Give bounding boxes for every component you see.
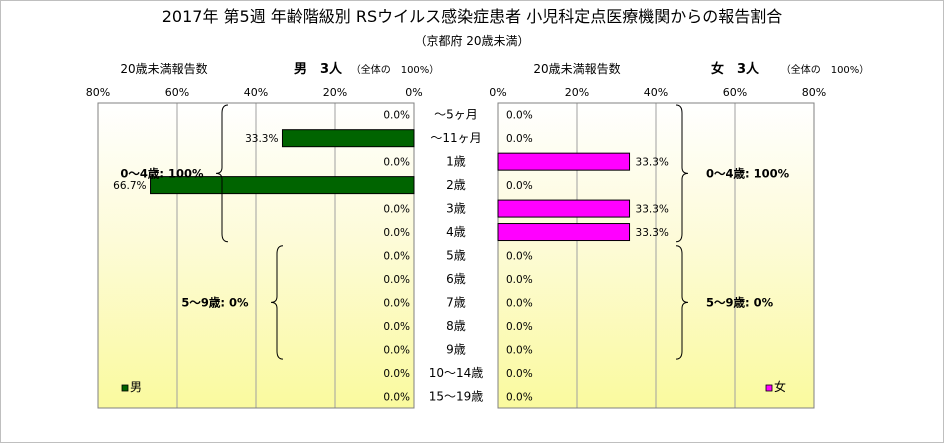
age-category-label: 10～14歳 [429,366,484,380]
left-x-tick-label: 60% [165,86,189,99]
female-plot-area: 0% 20% 40% 60% 80% 0.0% 0.0% 33.3% 0.0% 33.3% 33.3… [489,86,826,409]
right-age-group-bracket [675,245,689,360]
left-x-tick-label: 20% [323,86,347,99]
left-age-group-label: 5～9歳: 0% [181,295,249,309]
male-panel-label: 20歳未満報告数 [120,61,207,76]
right-legend-label: 女 [774,379,786,394]
right-age-group-label: 0～4歳: 100% [706,166,790,180]
age-category-label: 1歳 [446,155,466,169]
right-x-tick-label: 60% [723,86,747,99]
right-bar-value-label: 0.0% [506,344,533,356]
right-bar-value-label: 0.0% [506,274,533,286]
age-category-label: ～11ヶ月 [430,131,481,145]
right-bar [497,199,631,218]
female-panel-header: 20歳未満報告数 女 3人 （全体の 100%） [533,61,869,77]
left-bar-value-label: 0.0% [383,321,410,333]
right-x-tick-label: 40% [644,86,668,99]
chart-title: 2017年 第5週 年齢階級別 RSウイルス感染症患者 小児科定点医療機関からの… [162,7,783,26]
right-bar-value-label: 0.0% [506,391,533,403]
female-count-note: （全体の 100%） [781,63,870,76]
right-bar-value-label: 0.0% [506,251,533,263]
age-category-label: 7歳 [446,295,466,309]
left-age-group-bracket [270,245,284,360]
left-bar-value-label: 0.0% [383,344,410,356]
right-plot-border [497,102,815,409]
left-bar-value-label: 0.0% [383,204,410,216]
left-bar-value-label: 0.0% [383,297,410,309]
age-category-label: 5歳 [446,249,466,263]
left-bar-value-label: 33.3% [245,133,278,145]
female-panel-label: 20歳未満報告数 [533,61,620,76]
right-bar-value-label: 0.0% [506,297,533,309]
right-bar-value-label: 33.3% [636,157,669,169]
left-bar-value-label: 66.7% [113,180,146,192]
right-bar-value-label: 0.0% [506,180,533,192]
left-legend-label: 男 [130,380,142,394]
left-bar-value-label: 0.0% [383,227,410,239]
left-bar-value-label: 0.0% [383,274,410,286]
right-x-tick-label: 0% [489,86,506,99]
male-plot-area: 0% 20% 40% 60% 80% 0.0% 33.3% 0.0% 66.7% 0.0% 0.0%… [86,86,423,409]
age-category-label: 3歳 [446,202,466,216]
left-bar-value-label: 0.0% [383,110,410,122]
left-bar-value-label: 0.0% [383,157,410,169]
left-age-group-label: 0～4歳: 100% [120,166,204,180]
right-legend-swatch [765,384,773,392]
right-bar-value-label: 0.0% [506,133,533,145]
right-x-tick-label: 80% [802,86,826,99]
left-x-tick-label: 0% [405,86,422,99]
left-bar-value-label: 0.0% [383,251,410,263]
age-category-label: 15～19歳 [429,389,484,403]
chart-subtitle: （京都府 20歳未満） [414,33,529,48]
right-x-tick-label: 20% [565,86,589,99]
left-plot-border [97,102,415,409]
age-category-label: 4歳 [446,225,466,239]
right-bar [497,223,631,242]
left-bar [150,176,415,195]
male-count-header: 男 3人 [294,61,343,77]
left-bar-value-label: 0.0% [383,368,410,380]
age-category-label: ～5ヶ月 [434,108,478,122]
left-legend-swatch [121,384,129,392]
male-panel-header: 20歳未満報告数 男 3人 （全体の 100%） [120,61,439,77]
left-bar-value-label: 0.0% [383,391,410,403]
right-bar-value-label: 33.3% [636,227,669,239]
female-count-header: 女 3人 [711,61,760,77]
right-bar-value-label: 33.3% [636,204,669,216]
left-x-tick-label: 40% [244,86,268,99]
right-age-group-bracket [675,104,689,243]
age-category-label: 8歳 [446,319,466,333]
age-category-label: 9歳 [446,342,466,356]
right-age-group-label: 5～9歳: 0% [706,295,774,309]
age-category-labels: ～5ヶ月 ～11ヶ月 1歳 2歳 3歳 4歳 5歳 6歳 7歳 8歳 9歳 10～14歳 15～19歳 [429,108,484,404]
left-age-group-bracket [215,104,229,243]
right-bar-value-label: 0.0% [506,368,533,380]
right-bar-value-label: 0.0% [506,321,533,333]
age-category-label: 6歳 [446,272,466,286]
left-bar [281,129,415,148]
male-count-note: （全体の 100%） [351,63,440,76]
age-category-label: 2歳 [446,178,466,192]
right-bar-value-label: 0.0% [506,110,533,122]
left-x-tick-label: 80% [86,86,110,99]
right-bar [497,152,631,171]
